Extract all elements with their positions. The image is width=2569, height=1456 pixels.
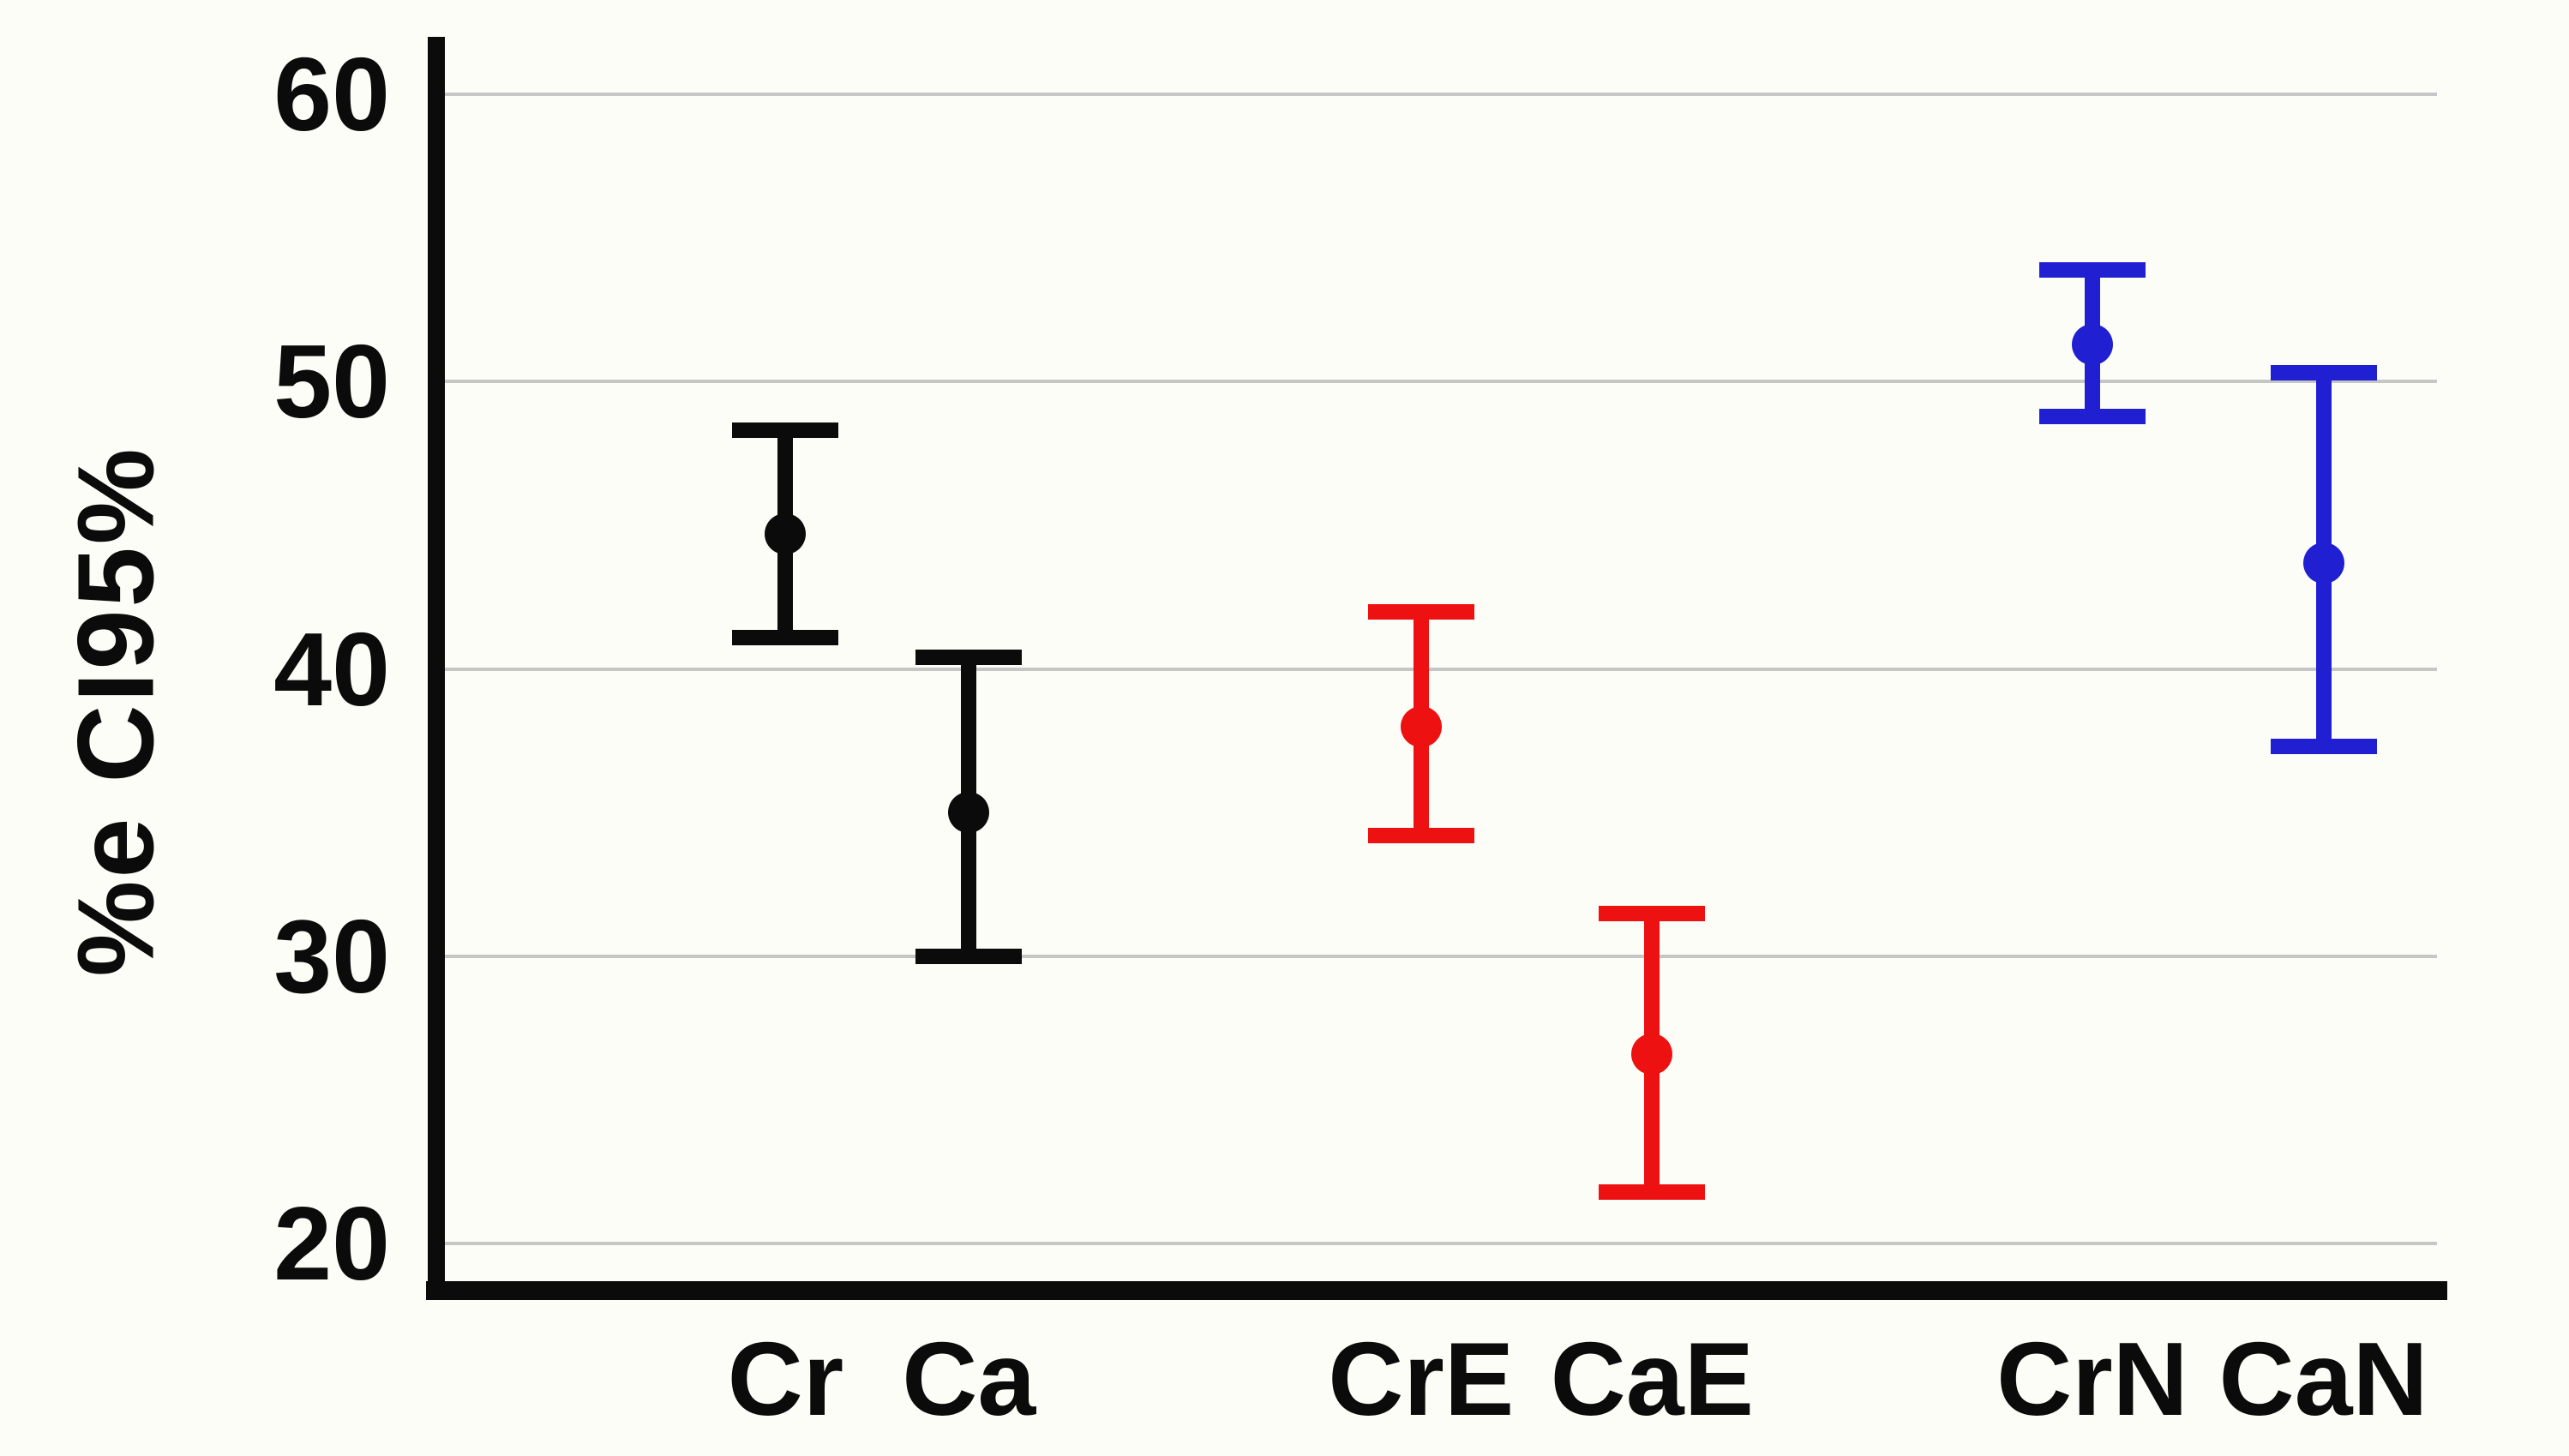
ci-upper-cap: [1599, 905, 1706, 921]
ci-upper-cap: [915, 650, 1023, 666]
ci-upper-cap: [1367, 603, 1474, 620]
y-tick-label: 40: [273, 610, 390, 728]
ci-lower-cap: [2038, 408, 2146, 424]
ci-upper-cap: [2038, 261, 2146, 278]
y-axis-tick-labels: 20 30 40 50 60: [0, 36, 399, 1296]
y-tick-label: 50: [273, 323, 390, 440]
ci-lower-cap: [1367, 828, 1474, 844]
mean-dot: [765, 513, 807, 555]
gridline: [445, 1242, 2437, 1246]
x-axis-category-labels: Cr Ca CrE CaE CrN CaN: [445, 1327, 2437, 1456]
mean-dot: [948, 792, 990, 834]
plot-area: [445, 37, 2437, 1281]
x-category-label-cr: Cr: [727, 1321, 844, 1437]
x-category-label-cre: CrE: [1328, 1321, 1515, 1437]
gridline: [445, 93, 2437, 97]
mean-dot: [1631, 1034, 1673, 1076]
gridline: [445, 380, 2437, 384]
x-category-label-can: CaN: [2218, 1321, 2428, 1437]
y-tick-label: 30: [273, 898, 390, 1016]
y-tick-label: 20: [273, 1185, 390, 1303]
y-axis-line: [428, 37, 445, 1300]
gridline: [445, 667, 2437, 671]
ci-upper-cap: [732, 422, 839, 439]
ci-lower-cap: [915, 949, 1023, 965]
x-category-label-ca: Ca: [902, 1321, 1036, 1437]
ci-lower-cap: [2270, 739, 2377, 755]
mean-dot: [1400, 705, 1442, 747]
ci-lower-cap: [732, 629, 839, 645]
mean-dot: [2071, 323, 2113, 365]
gridline: [445, 955, 2437, 959]
ci-upper-cap: [2270, 365, 2377, 381]
y-tick-label: 60: [273, 36, 390, 153]
x-axis-line: [426, 1281, 2447, 1300]
x-category-label-cae: CaE: [1550, 1321, 1754, 1437]
x-category-label-crn: CrN: [1996, 1321, 2188, 1437]
mean-dot: [2302, 542, 2344, 584]
ci-lower-cap: [1599, 1184, 1706, 1201]
